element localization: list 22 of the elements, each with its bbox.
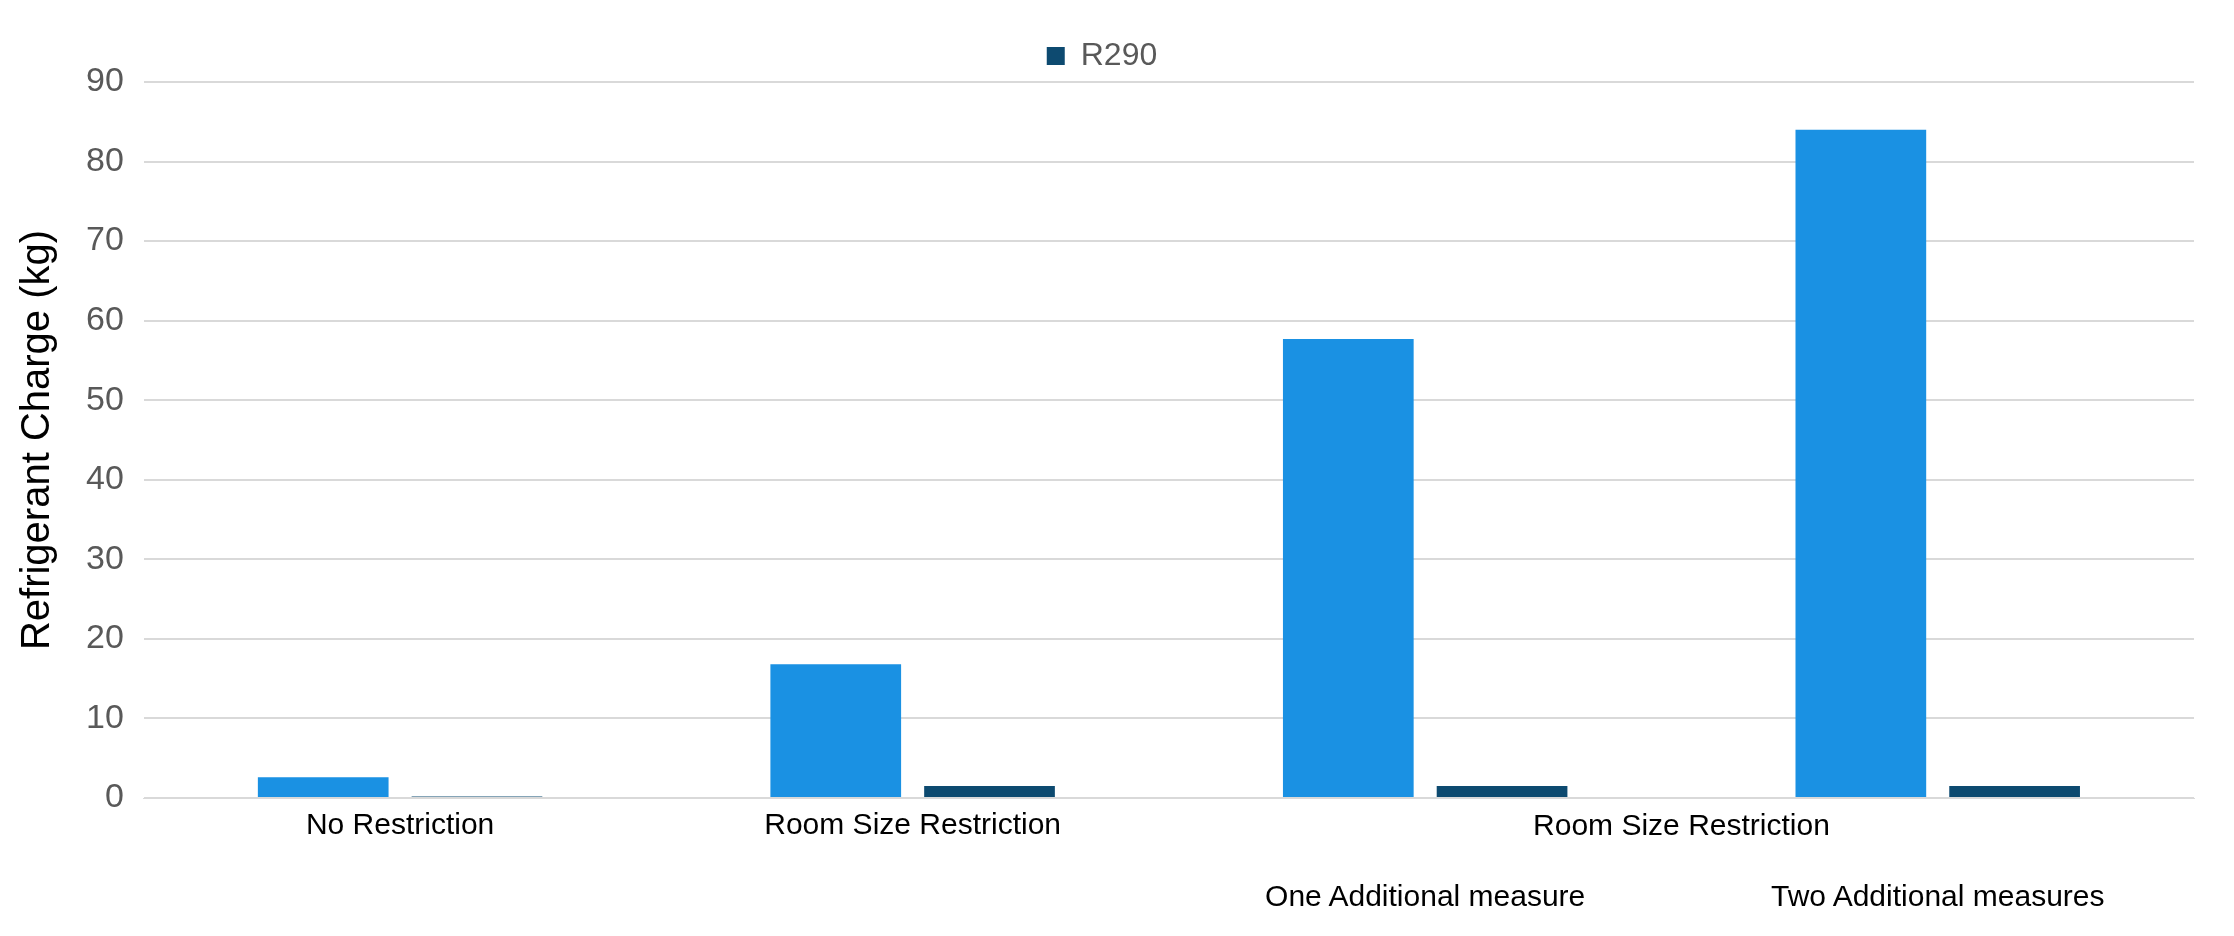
y-tick-label: 20: [85, 617, 124, 656]
y-tick-label: 10: [85, 696, 124, 735]
y-tick-label: 50: [85, 378, 124, 417]
bar: [257, 777, 389, 797]
y-tick-label: 0: [104, 776, 124, 815]
y-axis-title: Refrigerant Charge (kg): [13, 229, 58, 651]
bar: [1795, 129, 1927, 797]
legend-label: R290: [1080, 35, 1158, 72]
bar: [1436, 786, 1568, 797]
y-tick-label: 40: [85, 458, 124, 497]
x-tick-label: No Restriction: [305, 807, 495, 841]
y-tick-label: 60: [85, 299, 124, 338]
bar: [770, 664, 902, 797]
y-tick-label: 80: [85, 139, 124, 178]
x-tick-label: One Additional measure: [1265, 879, 1586, 913]
bar: [1949, 786, 2080, 797]
bar: [924, 786, 1055, 797]
y-tick-label: 30: [85, 537, 124, 576]
y-tick-label: 70: [85, 219, 124, 258]
bar: [1282, 338, 1414, 797]
y-tick-label: 90: [85, 60, 124, 99]
x-tick-label: Two Additional measures: [1770, 879, 2105, 913]
